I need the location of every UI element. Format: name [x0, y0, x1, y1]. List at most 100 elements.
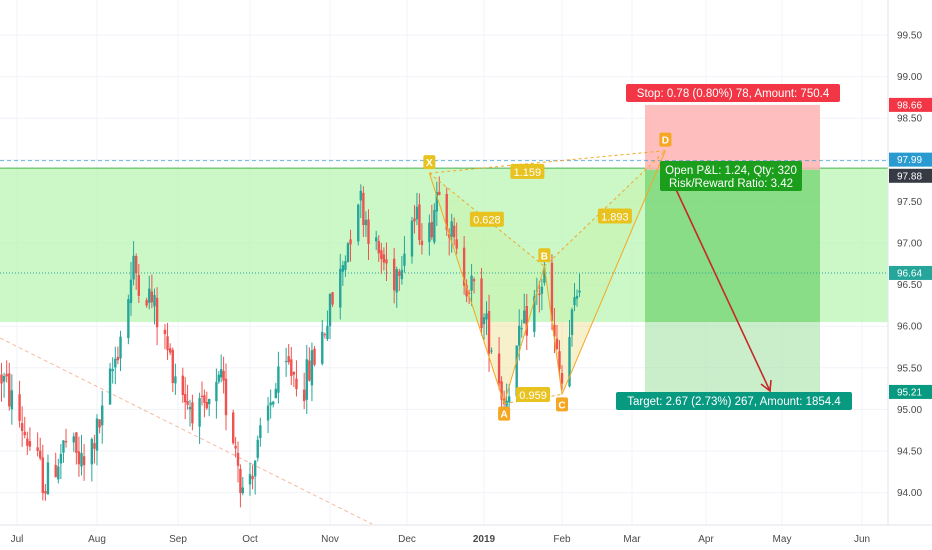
candle-body-up [284, 360, 288, 362]
time-tick-label: Jun [854, 534, 870, 545]
time-tick-label: Nov [321, 534, 339, 545]
candle-body-up [328, 293, 332, 327]
candle-body-up [507, 396, 511, 403]
candle-body-down [251, 475, 254, 480]
candle-body-down [137, 275, 141, 296]
candle-body-down [538, 293, 541, 296]
candle-body-down [480, 278, 483, 329]
candle-body-down [462, 247, 466, 286]
pattern-point-bg [556, 397, 568, 412]
ratio-label-text: 1.893 [601, 211, 629, 223]
candle-body-down [290, 359, 293, 376]
price-tick-label: 96.50 [897, 280, 922, 291]
candle-body-up [274, 388, 278, 399]
candle-body-down [380, 250, 383, 260]
candle-body-up [305, 359, 308, 400]
candle-body-up [435, 192, 439, 212]
candle-body-down [331, 292, 334, 305]
candle-body-up [269, 402, 272, 406]
pattern-point-a: A [498, 406, 511, 421]
candle-body-down [155, 297, 159, 328]
candle-body-up [215, 381, 218, 402]
candle-body-down [550, 262, 554, 322]
ratio-label-bg [469, 211, 504, 227]
candle-body-down [18, 394, 21, 421]
time-axis[interactable]: Jul Aug Sep Oct Nov Dec 2019 Feb Mar Apr May Jun [0, 524, 932, 550]
candle-body-down [166, 336, 169, 351]
pattern-point-c: C [556, 397, 568, 412]
candle-body-down [150, 291, 154, 303]
candle-body-up [153, 295, 156, 307]
price-tag-last: 96.64 [889, 265, 932, 280]
pattern-point-label: D [662, 136, 669, 147]
position-tool-boxes [0, 104, 888, 392]
target-label: Target: 2.67 (2.73%) 267, Amount: 1854.4 [616, 392, 852, 410]
candle-body-down [553, 324, 556, 337]
candle-body-down [82, 456, 86, 466]
candle-body-down [168, 348, 172, 353]
candle-body-up [241, 487, 244, 494]
candle-body-down [292, 371, 296, 375]
candle-body-down [54, 464, 57, 478]
candle-body-up [10, 390, 14, 410]
candle-body-up [490, 350, 493, 352]
profit-zone-lower [645, 322, 820, 392]
candle-body-down [116, 356, 120, 361]
candle-body-up [80, 453, 83, 467]
candle-body-up [57, 466, 60, 480]
candle-body-down [308, 360, 311, 381]
candle-body-down [184, 394, 187, 403]
target-label-text: Target: 2.67 (2.73%) 267, Amount: 1854.4 [627, 396, 841, 408]
candle-body-up [266, 405, 270, 421]
pnl-line2: Risk/Reward Ratio: 3.42 [669, 178, 793, 190]
candle-body-down [75, 432, 78, 453]
candle-body-up [259, 425, 262, 439]
stop-label: Stop: 0.78 (0.80%) 78, Amount: 750.4 [626, 84, 840, 102]
ratio-label-bg [597, 208, 632, 224]
time-tick-label: Mar [623, 534, 641, 545]
candle-body-up [543, 267, 546, 283]
candle-body-down [418, 204, 421, 241]
candle-body-down [39, 450, 42, 459]
candle-body-down [323, 334, 327, 336]
leg-xa [428, 172, 505, 404]
candle-body-down [377, 241, 380, 254]
candle-body-up [450, 221, 453, 237]
candle-body-up [578, 290, 581, 293]
projection-arrow-line [672, 182, 771, 392]
candle-body-up [523, 310, 526, 324]
candle-body-up [114, 358, 117, 368]
price-tag-bg [889, 168, 932, 183]
candle-body-up [364, 219, 368, 226]
pattern-point-x: X [423, 155, 436, 170]
price-axis[interactable]: 94.00 94.50 95.00 95.50 96.00 96.50 97.00 97.50… [887, 0, 932, 550]
price-tag-bg [889, 384, 932, 399]
candle-body-down [362, 192, 365, 226]
price-tick-label: 94.50 [897, 447, 922, 458]
candle-body-up [95, 418, 99, 451]
candle-body-down [205, 401, 208, 409]
candle-body-up [428, 222, 431, 243]
candle-body-up [72, 436, 75, 443]
candle-body-up [518, 325, 521, 346]
candle-body-down [349, 239, 352, 245]
time-tick-label: Dec [398, 534, 416, 545]
candle-body-down [20, 423, 24, 431]
price-tag-target: 95.21 [889, 384, 932, 399]
candle-body-up [310, 350, 314, 386]
time-tick-label: Feb [553, 534, 571, 545]
candle-body-up [208, 399, 211, 405]
candle-body-down [134, 255, 138, 274]
candle-body-up [339, 268, 342, 308]
candle-body-up [248, 474, 252, 485]
candle-body-down [500, 381, 503, 400]
price-tag-text: 98.66 [897, 100, 922, 111]
candle-body-down [525, 306, 528, 336]
candle-body-up [482, 317, 486, 325]
candle-body-up [326, 325, 329, 340]
candle-body-down [191, 402, 194, 424]
candle-body-up [344, 261, 347, 270]
candle-body-down [438, 191, 441, 195]
